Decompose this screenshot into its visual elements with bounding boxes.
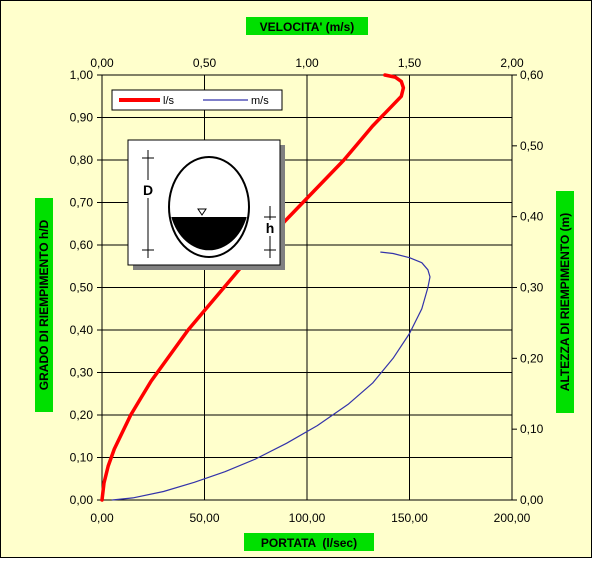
bottom-tick-label: 50,00: [189, 511, 219, 525]
water-level-marker: [197, 208, 207, 216]
bottom-axis-title-group: PORTATA (l/sec): [244, 533, 374, 551]
bottom-tick-label: 0,00: [90, 511, 114, 525]
height-label-bg: [263, 220, 277, 236]
diameter-label-bg: [140, 180, 156, 198]
left-tick-label: 0,20: [70, 408, 94, 422]
top-axis-title-group: VELOCITA' (m/s): [246, 17, 368, 35]
right-axis-title-group: ALTEZZA DI RIEMPIMENTO (m): [556, 191, 574, 413]
legend-label-ms: m/s: [251, 95, 269, 107]
height-label: h: [266, 220, 275, 236]
right-tick-label: 0,30: [520, 281, 544, 295]
left-tick-label: 0,50: [70, 281, 94, 295]
pipe-water-fill: [171, 217, 247, 251]
left-tick-label: 1,00: [70, 68, 94, 82]
right-tick-label: 0,40: [520, 210, 544, 224]
right-tick-label: 0,00: [520, 493, 544, 507]
left-tick-label: 0,00: [70, 493, 94, 507]
top-tick-label: 2,00: [500, 56, 524, 70]
left-axis-title-group: GRADO DI RIEMPIMENTO h/D: [35, 198, 53, 412]
legend-box: [111, 89, 283, 111]
diameter-label: D: [143, 182, 153, 198]
top-axis-title: VELOCITA' (m/s): [260, 20, 355, 34]
left-tick-label: 0,60: [70, 238, 94, 252]
pipe-diagram-inset: D h: [127, 139, 285, 270]
top-tick-label: 1,00: [295, 56, 319, 70]
right-tick-label: 0,60: [520, 68, 544, 82]
left-tick-label: 0,30: [70, 366, 94, 380]
top-tick-label: 0,50: [193, 56, 217, 70]
left-tick-label: 0,70: [70, 196, 94, 210]
bottom-axis-title-bg: [244, 533, 374, 551]
right-axis-title-bg: [556, 191, 574, 413]
legend: l/s m/s: [111, 89, 283, 111]
top-tick-label: 0,00: [90, 56, 114, 70]
left-tick-label: 0,40: [70, 323, 94, 337]
bottom-tick-label: 200,00: [494, 511, 531, 525]
left-tick-label: 0,10: [70, 451, 94, 465]
grid-lines: [102, 75, 512, 500]
legend-label-ls: l/s: [163, 95, 175, 107]
bottom-tick-label: 100,00: [289, 511, 326, 525]
top-tick-label: 1,50: [398, 56, 422, 70]
left-tick-label: 0,90: [70, 111, 94, 125]
top-axis-title-bg: [246, 17, 368, 35]
right-tick-label: 0,10: [520, 422, 544, 436]
left-axis-title-bg: [35, 198, 53, 412]
tick-labels: 0,00 50,00 100,00 150,00 200,00 0,00 0,50 1,00 1…: [70, 56, 544, 525]
bottom-tick-label: 150,00: [391, 511, 428, 525]
right-tick-label: 0,50: [520, 139, 544, 153]
left-axis-title: GRADO DI RIEMPIMENTO h/D: [37, 219, 51, 390]
bottom-axis-title: PORTATA (l/sec): [261, 536, 357, 550]
left-tick-label: 0,80: [70, 153, 94, 167]
right-axis-title: ALTEZZA DI RIEMPIMENTO (m): [558, 213, 572, 391]
series-line-ms: [111, 251, 431, 501]
right-tick-label: 0,20: [520, 351, 544, 365]
